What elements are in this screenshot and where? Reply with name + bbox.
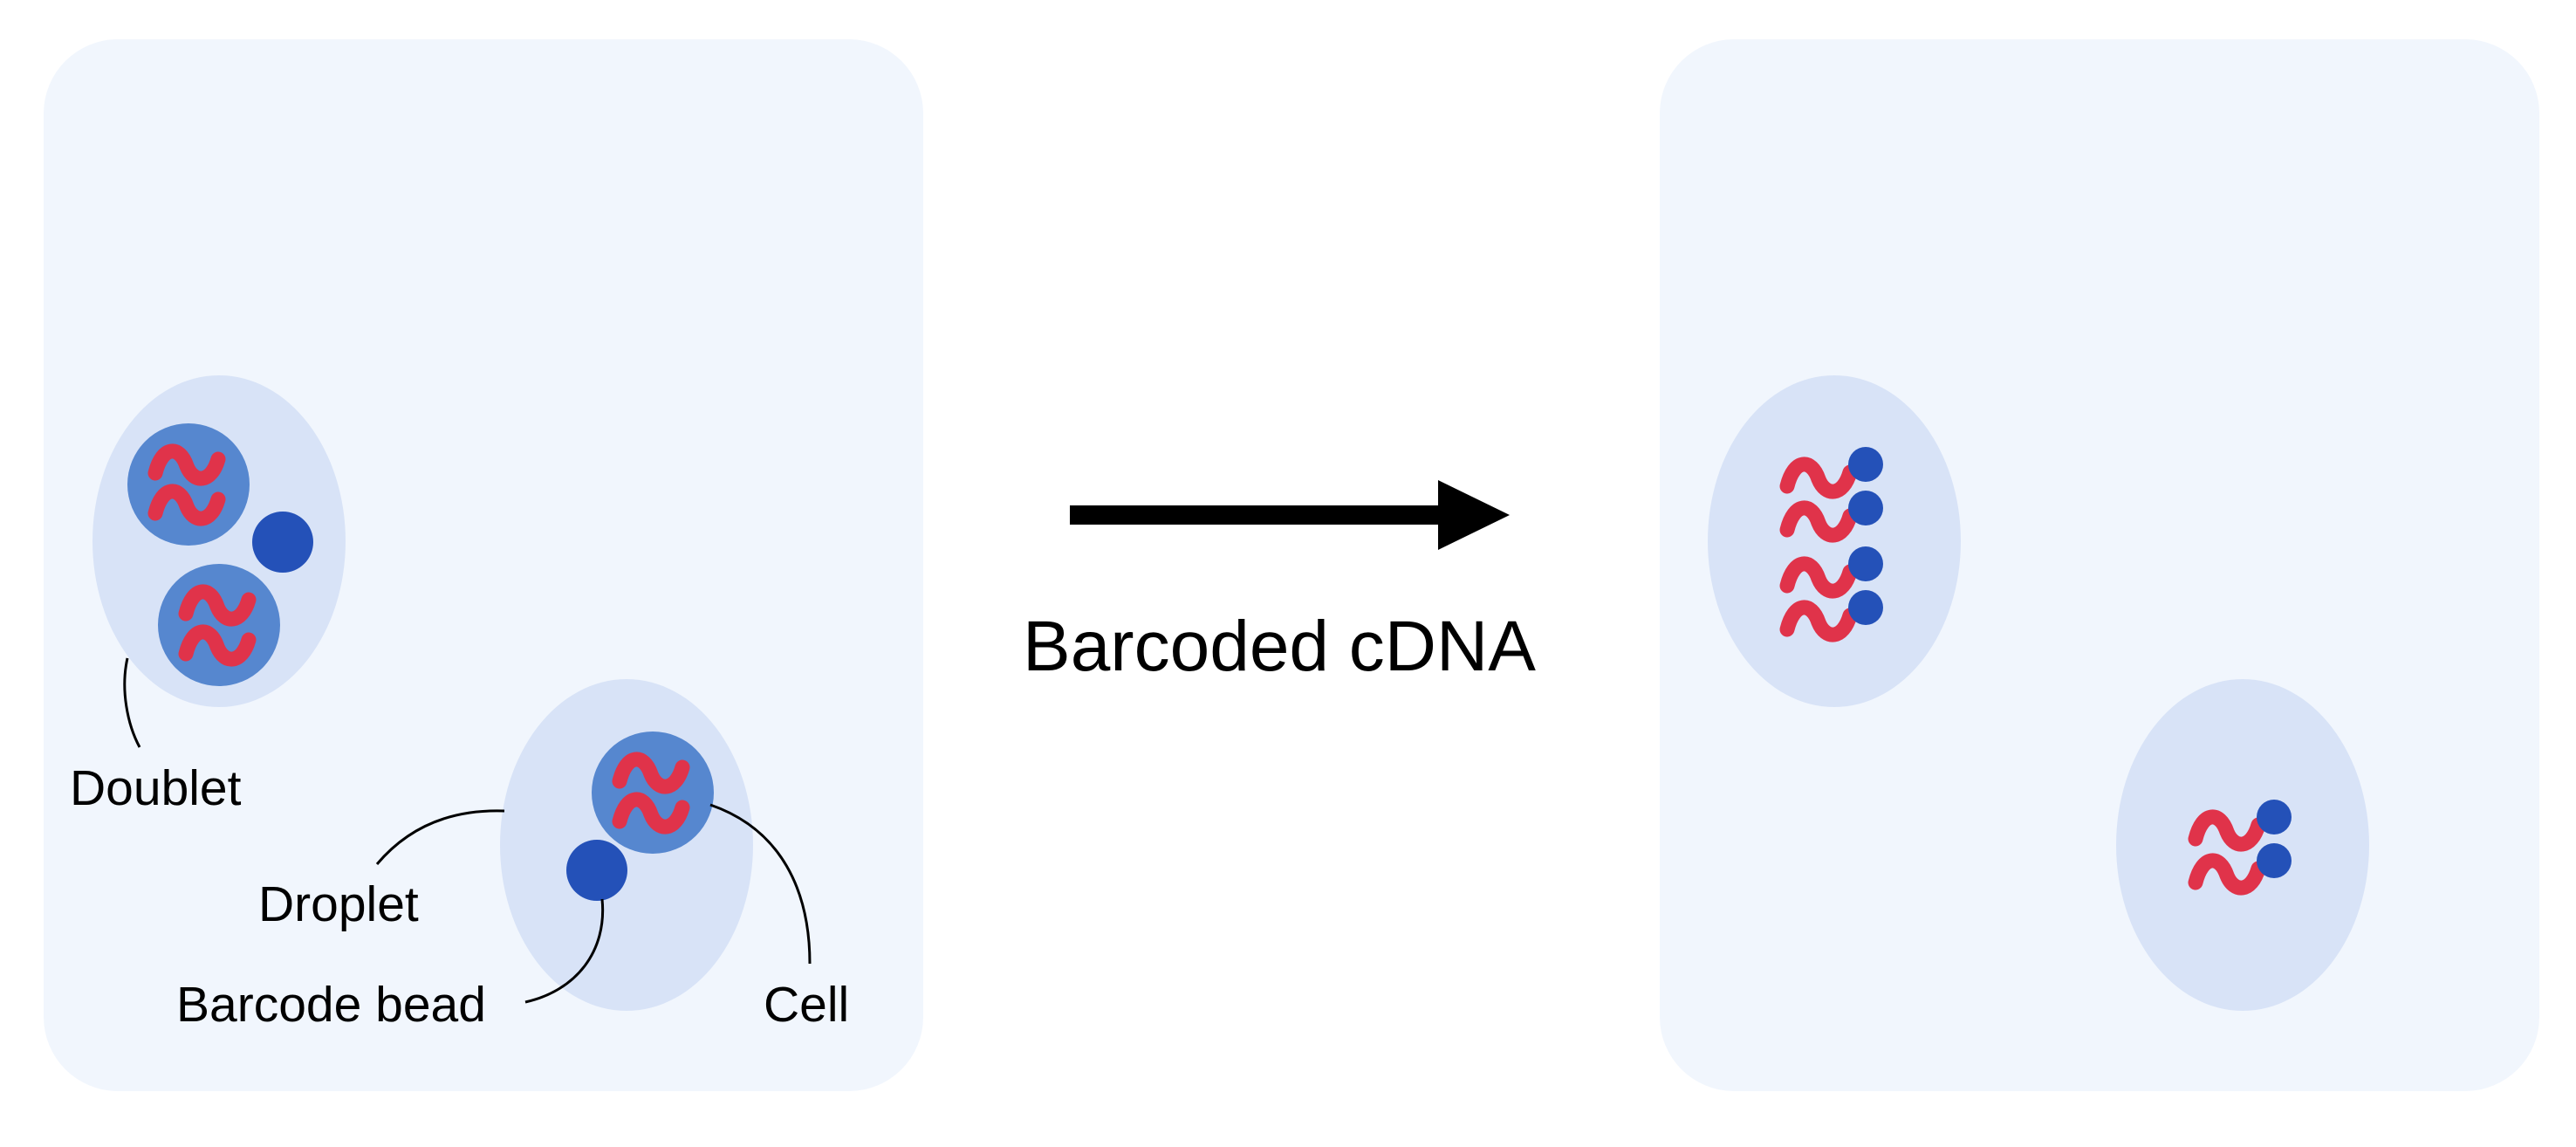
doublet-cell-bottom [158,564,280,686]
arrow-shaft [1070,505,1450,525]
cell-body [127,423,250,546]
droplet-label: Droplet [258,876,419,932]
barcoded-cdna-molecule [1787,590,1883,635]
leader-lines [123,657,812,1004]
right-panel [1660,39,2539,1091]
cell-body [158,564,280,686]
doublet-barcode-bead [252,512,313,573]
barcode-bead-leader-line [524,898,605,1004]
barcoded-cdna-molecule [1787,546,1883,591]
doublet-droplet-group [92,375,346,707]
arrow-label: Barcoded cDNA [1023,607,1536,686]
cell-body [592,731,714,854]
cell-leader-line [709,803,812,965]
doublet-label: Doublet [70,760,242,816]
singlet-cell [592,731,714,854]
barcode-bead-icon [1848,590,1883,625]
doublet-cell-top [127,423,250,546]
barcoded-droplet-2 [2116,679,2369,1011]
barcoded-cdna-molecule [1787,447,1883,491]
barcoded-cdna-molecule [2196,843,2292,888]
cell-label: Cell [764,977,849,1033]
singlet-droplet-group [500,679,753,1011]
barcode-bead-label: Barcode bead [176,977,486,1033]
barcode-bead-icon [2257,800,2292,834]
barcode-bead-icon [1848,546,1883,581]
barcoded-cdna-molecule [1787,491,1883,535]
barcode-bead-icon [2257,843,2292,878]
left-panel: Doublet Droplet Barcode bead Cell [44,39,923,1091]
barcode-bead-icon [1848,491,1883,525]
process-arrow: Barcoded cDNA [1023,480,1536,686]
doublet-leader-line [123,657,141,748]
singlet-barcode-bead [566,840,627,901]
barcode-bead-icon [1848,447,1883,482]
barcoded-droplet-1 [1708,375,1961,707]
barcoded-cdna-molecule [2196,800,2292,844]
droplet-leader-line [375,809,505,865]
arrow-head-icon [1438,480,1510,550]
